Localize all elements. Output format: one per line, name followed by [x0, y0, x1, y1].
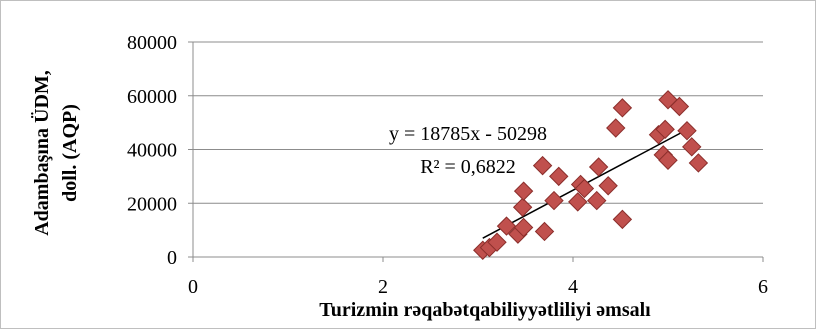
- data-point: [549, 166, 569, 187]
- data-point: [682, 137, 702, 157]
- trendline-equation: y = 18785x - 50298: [389, 123, 547, 145]
- y-axis-title: Adambaşına ÜDM, doll. (AQP): [30, 70, 81, 236]
- data-point: [606, 118, 626, 138]
- data-point: [612, 209, 633, 230]
- x-axis-title: Turizmin rəqabətqabiliyyətliliyi əmsalı: [319, 299, 651, 321]
- data-points: [473, 90, 709, 260]
- y-axis-title-line2: doll. (AQP): [59, 104, 81, 202]
- x-tick-labels: 0 2 4 6: [188, 276, 768, 298]
- y-tick-label: 20000: [127, 193, 177, 215]
- gridlines: [193, 41, 763, 204]
- y-axis-title-line1: Adambaşına ÜDM,: [30, 70, 53, 236]
- data-point: [677, 120, 697, 141]
- data-point: [598, 176, 618, 196]
- data-point: [588, 157, 609, 177]
- axes: [188, 41, 764, 262]
- y-tick-label: 60000: [127, 86, 177, 108]
- x-tick-label: 2: [378, 276, 388, 298]
- x-tick-label: 0: [188, 276, 198, 298]
- trendline-r-squared: R² = 0,6822: [420, 156, 516, 178]
- x-tick-label: 4: [568, 276, 578, 298]
- data-point: [658, 150, 678, 170]
- data-point: [574, 178, 595, 199]
- data-point: [513, 217, 534, 238]
- y-tick-label: 40000: [127, 140, 177, 162]
- y-tick-labels: 0 20000 40000 60000 80000: [127, 32, 177, 269]
- data-point: [544, 190, 564, 211]
- y-tick-label: 0: [167, 247, 177, 269]
- data-point: [496, 216, 517, 236]
- data-point: [688, 153, 709, 173]
- y-tick-label: 80000: [127, 32, 177, 54]
- data-point: [587, 190, 607, 211]
- data-point: [534, 221, 555, 242]
- data-point: [612, 98, 633, 118]
- data-point: [512, 197, 533, 217]
- data-point: [487, 232, 507, 252]
- data-point: [568, 192, 588, 212]
- data-point: [669, 96, 690, 117]
- data-point: [532, 155, 553, 176]
- data-point: [655, 119, 675, 140]
- x-tick-label: 6: [758, 276, 768, 298]
- data-point: [513, 181, 534, 201]
